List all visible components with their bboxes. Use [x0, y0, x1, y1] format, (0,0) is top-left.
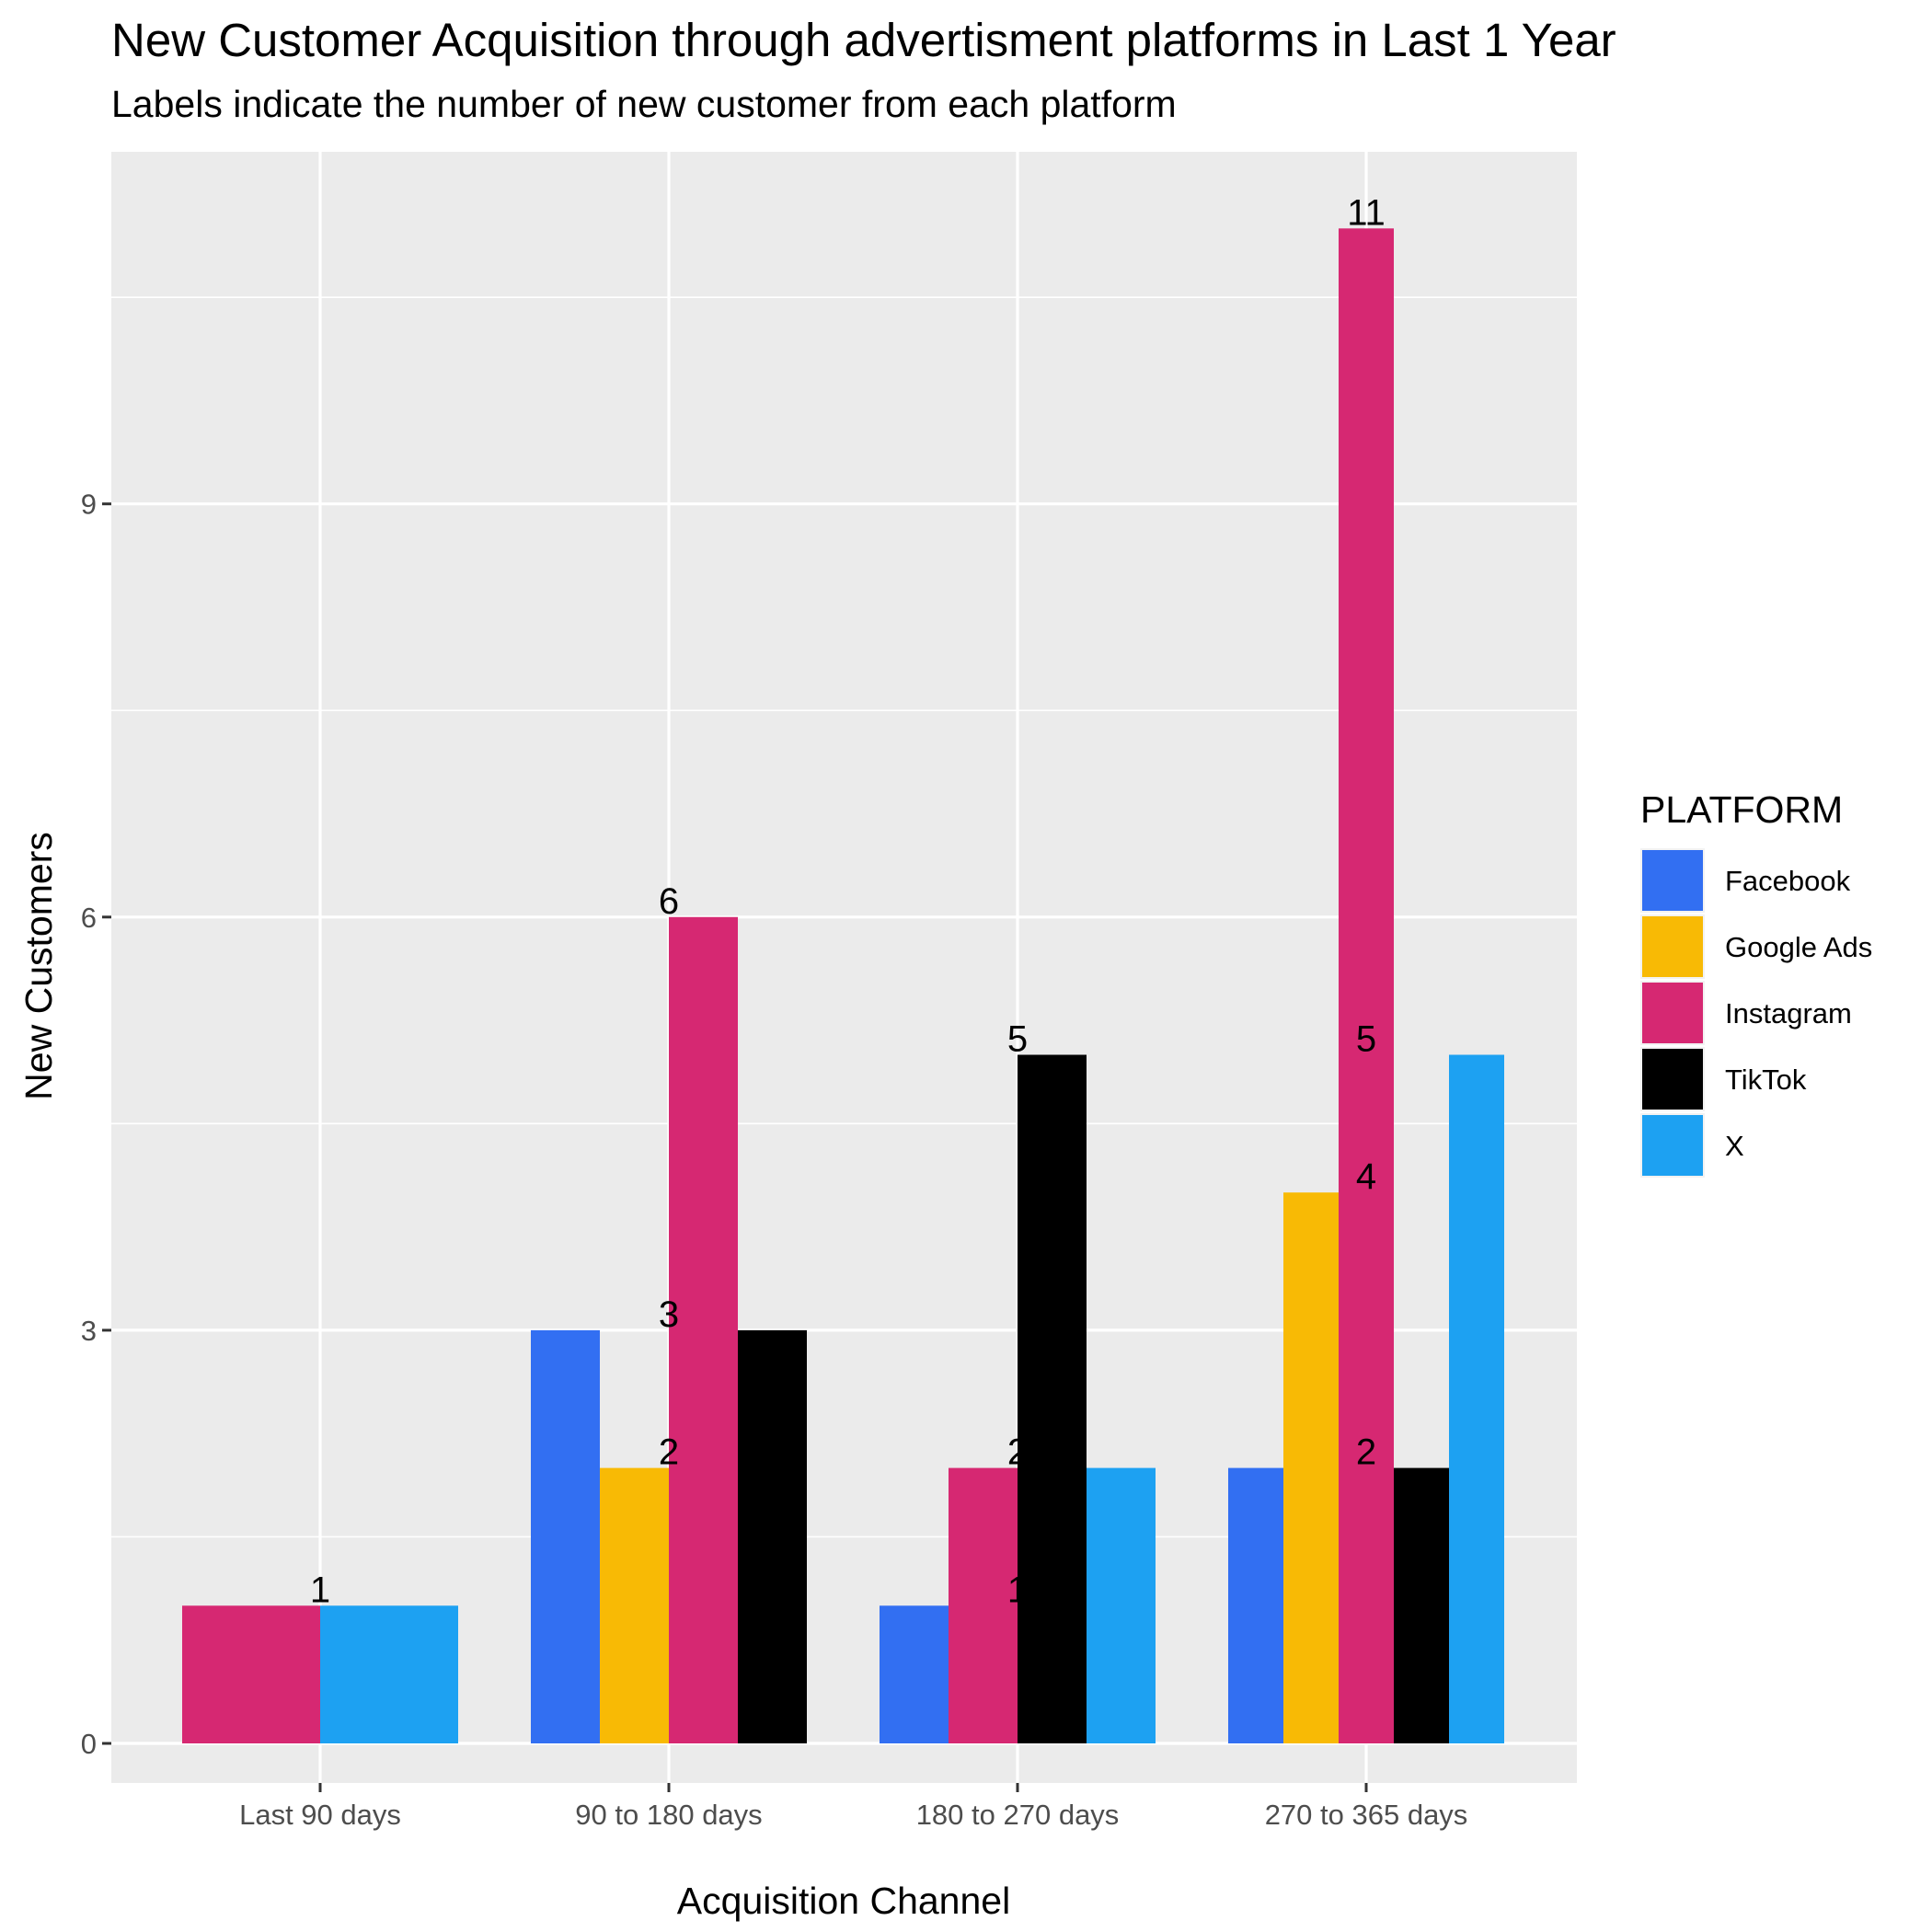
bar-tiktok [1018, 1054, 1087, 1743]
data-label: 5 [1356, 1019, 1376, 1060]
data-label: 11 [1347, 192, 1386, 233]
legend-key-instagram [1642, 983, 1703, 1043]
bar-facebook [880, 1605, 949, 1743]
chart-title: New Customer Acquisition through adverti… [111, 14, 1616, 66]
bar-instagram [1339, 228, 1394, 1743]
bar-instagram [949, 1467, 1018, 1743]
x-tick-label: 270 to 365 days [1265, 1799, 1468, 1831]
bar-facebook [1228, 1467, 1283, 1743]
data-label: 1 [310, 1570, 330, 1610]
bar-instagram [182, 1605, 320, 1743]
legend-label: X [1725, 1130, 1744, 1162]
bar-google-ads [600, 1467, 669, 1743]
legend-key-facebook [1642, 850, 1703, 911]
legend-label: Google Ads [1725, 931, 1872, 963]
legend-label: TikTok [1725, 1064, 1807, 1096]
bar-x [1087, 1467, 1156, 1743]
x-tick-label: 180 to 270 days [916, 1799, 1120, 1831]
data-label: 6 [659, 881, 679, 922]
legend: PLATFORM Facebook Google Ads Instagram TikT… [1640, 788, 1872, 1178]
bar-tiktok [738, 1329, 807, 1743]
legend-label: Instagram [1725, 997, 1852, 1029]
legend-key-google-ads [1642, 916, 1703, 977]
chart-subtitle: Labels indicate the number of new custom… [111, 83, 1177, 125]
legend-title: PLATFORM [1640, 788, 1843, 831]
bar-tiktok [1394, 1467, 1449, 1743]
bar-instagram [669, 916, 738, 1743]
x-tick-label: Last 90 days [239, 1799, 401, 1831]
data-label: 2 [659, 1432, 679, 1473]
y-axis-title: New Customers [17, 832, 60, 1100]
bar-google-ads [1283, 1192, 1339, 1743]
x-tick-label: 90 to 180 days [575, 1799, 762, 1831]
y-tick-label: 6 [81, 902, 97, 934]
y-tick-label: 0 [81, 1728, 97, 1760]
x-axis-title: Acquisition Channel [677, 1880, 1010, 1922]
data-label: 2 [1356, 1432, 1376, 1473]
data-label: 5 [1007, 1019, 1028, 1060]
bar-facebook [531, 1329, 600, 1743]
y-tick-label: 3 [81, 1315, 97, 1347]
bar-x [1449, 1054, 1504, 1743]
bars [182, 228, 1504, 1743]
axes: 0 3 6 9 Last 90 days 90 to 180 days 180 to 270… [81, 489, 1468, 1831]
legend-key-x [1642, 1115, 1703, 1176]
legend-key-tiktok [1642, 1049, 1703, 1110]
legend-label: Facebook [1725, 865, 1851, 897]
data-label: 4 [1356, 1156, 1376, 1197]
data-label: 1 [1007, 1570, 1028, 1610]
data-label: 2 [1007, 1432, 1028, 1473]
legend-items: Facebook Google Ads Instagram TikTok X [1640, 848, 1872, 1178]
data-label: 3 [659, 1294, 679, 1335]
y-tick-label: 9 [81, 489, 97, 521]
bar-x [320, 1605, 458, 1743]
